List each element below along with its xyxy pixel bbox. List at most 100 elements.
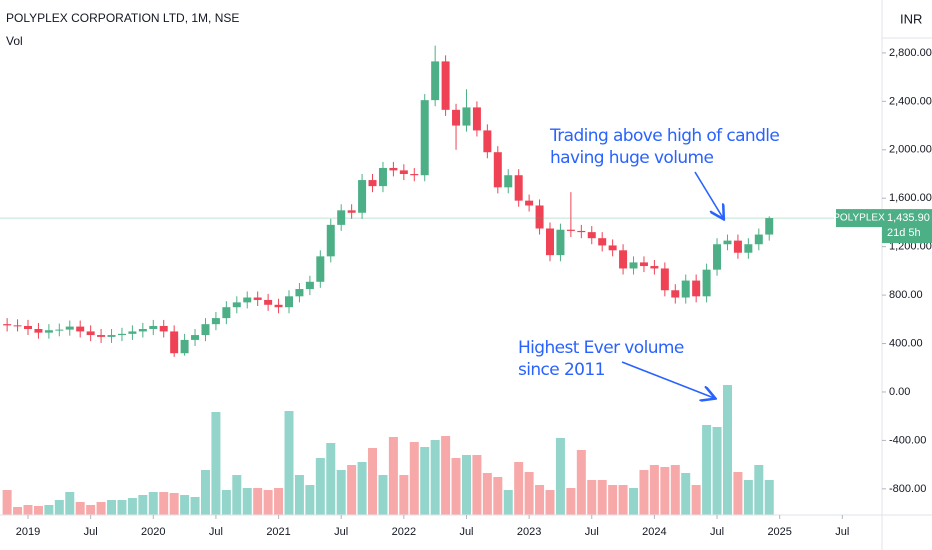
candle-body	[232, 302, 241, 308]
volume-bar	[493, 477, 503, 515]
candle-body	[546, 228, 554, 256]
candle-body	[378, 167, 387, 187]
volume-bar	[242, 488, 252, 515]
y-tick-label: 1,200.00	[889, 241, 932, 253]
candle-body	[472, 107, 481, 131]
volume-bar	[482, 473, 492, 515]
y-tick-label: 800.00	[889, 289, 923, 301]
last-price-box	[882, 209, 932, 244]
volume-bar	[221, 490, 231, 515]
candle-body	[65, 326, 74, 330]
volume-bar	[33, 506, 43, 515]
x-tick-label: Jul	[459, 526, 473, 538]
volume-bar	[274, 488, 284, 515]
x-tick-label: 2020	[141, 526, 165, 538]
volume-bar	[294, 475, 304, 515]
y-tick-label: 2,800.00	[889, 47, 932, 59]
volume-bar	[503, 490, 513, 515]
arrow	[694, 171, 723, 218]
candle-body	[86, 331, 95, 336]
currency[interactable]: INR	[900, 11, 922, 26]
volume-bar	[336, 470, 346, 515]
x-tick-label: 2019	[16, 526, 40, 538]
volume-bar	[409, 442, 419, 515]
candle-body	[389, 167, 398, 171]
x-tick-label: Jul	[334, 526, 348, 538]
candle-body	[399, 170, 408, 175]
candle-body	[493, 152, 502, 188]
x-tick-label: Jul	[209, 526, 223, 538]
candle-body	[514, 175, 523, 201]
volume-layer	[2, 385, 774, 515]
volume-bar	[388, 437, 398, 515]
volume-bar	[253, 488, 263, 515]
candle-body	[44, 330, 53, 333]
x-tick-label: 2024	[642, 526, 666, 538]
candle-body	[337, 210, 346, 225]
volume-bar	[555, 438, 565, 515]
volume-bar	[159, 492, 169, 515]
volume-bar	[347, 465, 357, 515]
candle-body	[765, 218, 774, 235]
candle-body	[681, 280, 690, 298]
candle-body	[211, 318, 220, 325]
volume-bar	[357, 462, 367, 515]
candle-body	[744, 244, 753, 253]
volume-bar	[127, 498, 137, 515]
candle-body	[629, 262, 638, 269]
price-layer	[0, 45, 882, 357]
volume-bar	[649, 465, 659, 515]
volume-bar	[461, 455, 471, 515]
last-price-label: 1,435.90	[887, 212, 930, 224]
volume-bar	[743, 480, 753, 515]
y-tick-label: -400.00	[889, 434, 926, 446]
volume-bar	[535, 485, 545, 515]
candle-body	[295, 289, 304, 297]
candle-body	[358, 180, 367, 213]
candle-body	[671, 290, 680, 298]
candle-body	[159, 325, 168, 332]
candle-body	[117, 333, 126, 336]
volume-bar	[326, 443, 336, 515]
candle-body	[660, 268, 669, 291]
candle-body	[577, 230, 586, 233]
candle-body	[702, 269, 711, 297]
volume-bar	[148, 492, 158, 515]
volume-bar	[451, 458, 461, 515]
candle-body	[462, 107, 471, 126]
candle-body	[326, 224, 335, 257]
candle-body	[441, 61, 450, 110]
y-tick-label: 2,400.00	[889, 95, 932, 107]
volume-bar	[587, 480, 597, 515]
candle-body	[483, 130, 492, 153]
volume-bar	[430, 440, 440, 515]
candle-body	[556, 229, 565, 256]
volume-bar	[608, 485, 618, 515]
volume-bar	[576, 450, 586, 515]
candle-body	[55, 329, 64, 331]
volume-bar	[65, 492, 75, 515]
candle-body	[452, 109, 461, 126]
candle-body	[587, 232, 596, 239]
candle-body	[420, 100, 429, 176]
countdown: 21d 5h	[887, 227, 921, 239]
volume-bar	[597, 480, 607, 515]
candle-body	[264, 299, 273, 305]
volume-bar	[23, 505, 33, 515]
volume-bar	[378, 475, 388, 515]
x-tick-label: 2022	[392, 526, 416, 538]
volume-bar	[660, 467, 670, 515]
volume-bar	[524, 472, 534, 515]
y-tick-label: 1,600.00	[889, 192, 932, 204]
volume-bar	[54, 500, 64, 515]
candle-body	[97, 335, 106, 337]
symbol-box	[836, 209, 882, 228]
candle-body	[692, 280, 701, 297]
candle-body	[754, 234, 763, 245]
annotation: having huge volume	[550, 148, 713, 168]
volume-bar	[75, 502, 85, 515]
volume-bar	[169, 493, 179, 515]
annotation: since 2011	[518, 360, 605, 380]
volume-bar	[117, 500, 127, 515]
